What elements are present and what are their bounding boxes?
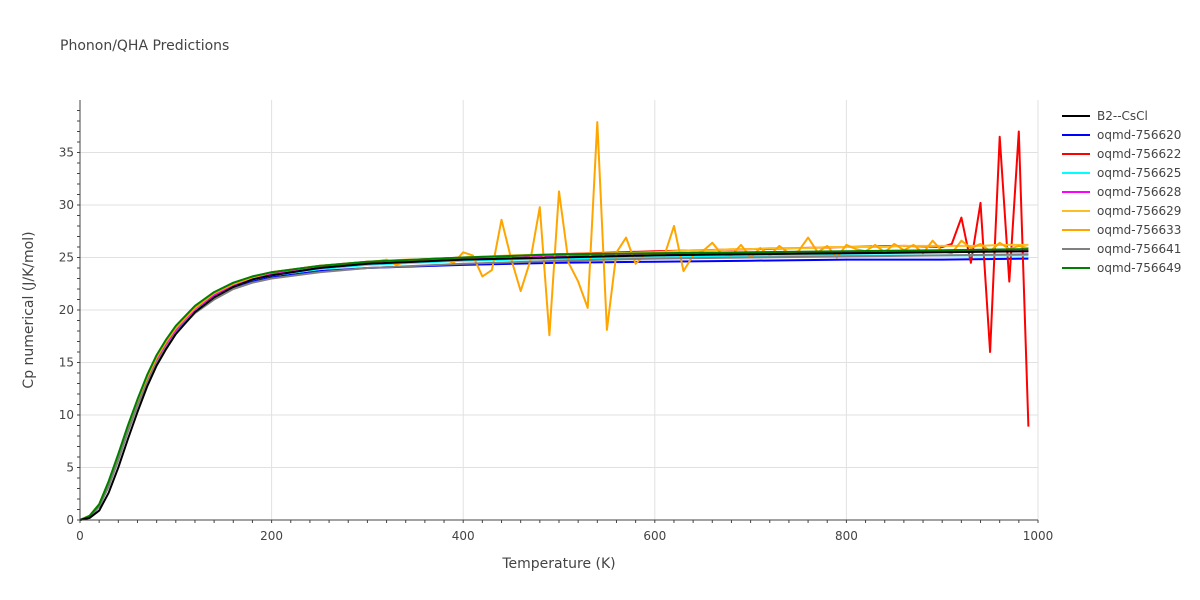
legend-label: oqmd-756649 [1097,261,1181,275]
grid [80,100,1039,520]
legend-item[interactable]: oqmd-756625 [1062,166,1181,180]
series-layer [79,121,1030,521]
y-tick-label: 10 [59,408,74,422]
y-axis-title: Cp numerical (J/K/mol) [21,231,37,388]
y-tick-label: 5 [66,461,74,475]
legend-label: oqmd-756633 [1097,223,1181,237]
series-line-oqmd-756649[interactable] [79,248,1029,521]
y-tick-label: 0 [66,513,74,527]
legend-item[interactable]: oqmd-756620 [1062,128,1181,142]
x-tick-label: 400 [452,529,475,543]
x-tick-label: 1000 [1023,529,1054,543]
legend-label: oqmd-756620 [1097,128,1181,142]
y-tick-label: 25 [59,251,74,265]
y-tick-label: 20 [59,303,74,317]
legend-item[interactable]: oqmd-756622 [1062,147,1181,161]
legend-item[interactable]: oqmd-756641 [1062,242,1181,256]
y-tick-label: 15 [59,356,74,370]
legend-item[interactable]: B2--CsCl [1062,109,1148,123]
legend-item[interactable]: oqmd-756633 [1062,223,1181,237]
y-tick-label: 35 [59,146,74,160]
x-tick-label: 600 [643,529,666,543]
series-line-oqmd-756622[interactable] [79,130,1030,521]
legend-label: oqmd-756625 [1097,166,1181,180]
axes: 0 200 400 600 800 1000 0 5 10 15 20 25 30 35 [59,100,1054,543]
legend-label: oqmd-756641 [1097,242,1181,256]
legend-label: B2--CsCl [1097,109,1148,123]
legend: B2--CsCl oqmd-756620 oqmd-756622 oqmd-75662… [1062,109,1181,275]
chart-title: Phonon/QHA Predictions [60,38,229,54]
legend-item[interactable]: oqmd-756629 [1062,204,1181,218]
y-tick-label: 30 [59,198,74,212]
legend-label: oqmd-756629 [1097,204,1181,218]
x-tick-label: 0 [76,529,84,543]
series-line-b2-cscl[interactable] [79,250,1029,521]
legend-item[interactable]: oqmd-756628 [1062,185,1181,199]
series-line-oqmd-756620[interactable] [79,257,1029,521]
x-tick-label: 800 [835,529,858,543]
series-line-oqmd-756633[interactable] [79,121,1029,521]
x-tick-label: 200 [260,529,283,543]
series-line-oqmd-756628[interactable] [79,250,1029,521]
series-line-oqmd-756629[interactable] [79,243,1029,521]
series-line-oqmd-756641[interactable] [79,253,1029,521]
x-axis-title: Temperature (K) [501,556,615,572]
legend-item[interactable]: oqmd-756649 [1062,261,1181,275]
legend-label: oqmd-756622 [1097,147,1181,161]
legend-label: oqmd-756628 [1097,185,1181,199]
